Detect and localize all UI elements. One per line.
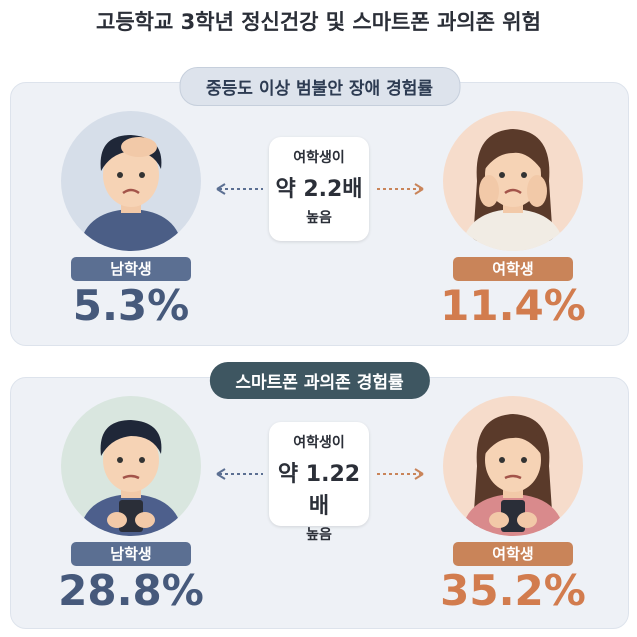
male-value: 5.3%	[72, 281, 190, 330]
comparison-text: 높음	[306, 210, 332, 226]
arrow	[377, 468, 424, 480]
female-value: 11.4%	[440, 281, 586, 330]
comparison-text: 높음	[306, 527, 332, 543]
illustration	[61, 396, 201, 536]
illustration	[443, 396, 583, 536]
section: 스마트폰 과의존 경험률 남학생 여학생 28.8% 35.2% 여학생이 약 1.22	[10, 362, 629, 629]
female-label: 여학생	[453, 542, 573, 566]
illustration	[61, 111, 201, 251]
male-label: 남학생	[71, 542, 191, 566]
comparison-text: 여학생이	[293, 150, 345, 166]
arrow	[377, 183, 424, 195]
section-heading: 중등도 이상 범불안 장애 경험률	[179, 67, 460, 106]
comparison-text: 약 2.2배	[275, 177, 363, 202]
section-heading: 스마트폰 과의존 경험률	[209, 362, 430, 399]
female-value: 35.2%	[440, 566, 586, 615]
title: 고등학교 3학년 정신건강 및 스마트폰 과의존 위험	[96, 10, 541, 34]
male-label: 남학생	[71, 257, 191, 281]
illustration	[443, 111, 583, 251]
comparison-text: 여학생이	[293, 435, 345, 451]
arrow	[216, 183, 263, 195]
arrow	[216, 468, 263, 480]
comparison-text: 약 1.22배	[277, 462, 361, 519]
male-value: 28.8%	[58, 566, 204, 615]
female-label: 여학생	[453, 257, 573, 281]
